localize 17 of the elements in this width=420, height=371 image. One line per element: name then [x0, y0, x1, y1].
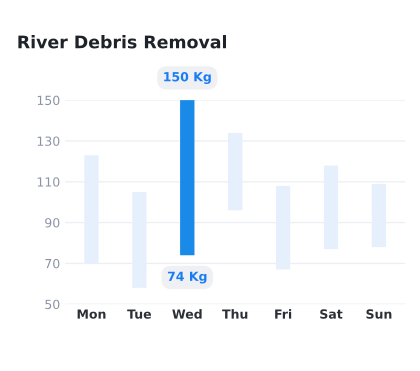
bar [180, 100, 194, 256]
x-tick-label: Tue [127, 309, 152, 319]
y-tick-label: 70 [45, 258, 60, 268]
y-tick-label: 130 [38, 136, 60, 146]
y-tick-label: 150 [38, 96, 60, 106]
y-tick-label: 90 [45, 218, 60, 228]
annotation: 74 Kg [168, 272, 206, 284]
y-tick-label: 50 [45, 300, 60, 310]
annotation: 150 Kg [164, 72, 211, 84]
x-tick-label: Fri [275, 309, 292, 319]
chart-title: River Debris Removal [18, 35, 226, 48]
x-tick-label: Mon [78, 309, 106, 319]
x-tick-label: Sat [320, 309, 342, 319]
y-tick-label: 110 [38, 177, 60, 187]
x-tick-label: Wed [172, 309, 202, 319]
x-tick-label: Thu [222, 309, 248, 319]
x-tick-label: Sun [366, 309, 392, 319]
